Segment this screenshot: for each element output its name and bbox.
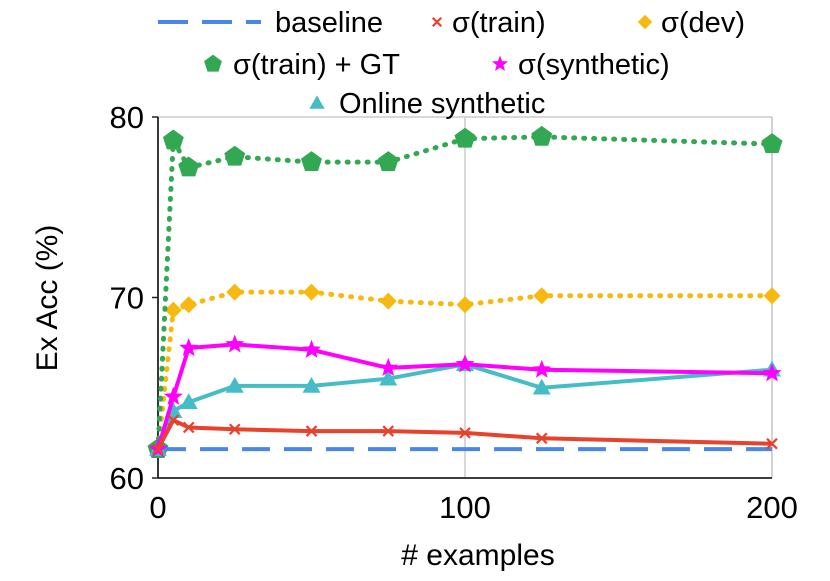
line-train-gt: [155, 134, 775, 452]
legend-item-online-synthetic: Online synthetic: [309, 88, 545, 120]
point-train-gt-100: [454, 127, 476, 148]
point-train-gt-50: [301, 151, 322, 171]
x-tick-label-100: 100: [439, 490, 491, 525]
y-axis-label: Ex Acc (%): [31, 225, 64, 372]
point-online-synthetic-75: [379, 369, 398, 386]
y-tick-label-70: 70: [110, 281, 144, 316]
y-tick-label-60: 60: [110, 461, 144, 496]
x-axis-label: # examples: [401, 539, 554, 572]
point-train-gt-25: [224, 145, 246, 166]
point-train-100: [459, 427, 471, 439]
point-dev-100: [456, 296, 474, 314]
point-synthetic-125: [532, 359, 552, 378]
x-tick-label-200: 200: [746, 490, 798, 525]
point-train-gt-75: [377, 151, 399, 171]
tick-labels: 60 70 80 0 100 200: [110, 100, 798, 525]
point-dev-125: [533, 287, 551, 305]
series-group: [147, 125, 783, 458]
point-train-5: [167, 414, 180, 427]
point-synthetic-75: [378, 357, 398, 376]
point-dev-50: [303, 283, 320, 301]
legend-label-baseline: baseline: [275, 7, 383, 39]
legend-item-train-gt: σ(train) + GT: [204, 49, 400, 81]
point-online-synthetic-25: [225, 376, 244, 393]
point-synthetic-25: [225, 334, 245, 353]
point-train-50: [305, 425, 318, 437]
legend-label-online-synthetic: Online synthetic: [339, 88, 545, 120]
point-dev-10: [180, 296, 198, 314]
legend-item-baseline: baseline: [158, 7, 383, 39]
legend-swatch-train: [431, 16, 443, 28]
point-online-synthetic-125: [532, 378, 551, 395]
point-online-synthetic-10: [179, 393, 198, 409]
legend-swatch-dev: [637, 14, 653, 30]
legend-label-synthetic: σ(synthetic): [518, 49, 670, 81]
point-synthetic-200: [762, 363, 782, 382]
y-tick-label-80: 80: [110, 100, 144, 135]
point-synthetic-10: [179, 338, 199, 357]
series-train: [152, 414, 778, 455]
point-synthetic-5: [163, 386, 183, 405]
point-dev-200: [763, 287, 781, 305]
point-train-75: [382, 425, 395, 437]
legend: baseline σ(train) σ(dev) σ(train) + GT σ(syn…: [158, 7, 745, 120]
legend-label-dev: σ(dev): [661, 7, 745, 39]
point-train-200: [766, 437, 778, 450]
point-synthetic-100: [455, 354, 475, 373]
point-train-gt-5: [162, 129, 184, 150]
point-train-gt-200: [761, 133, 783, 153]
point-dev-75: [379, 292, 397, 310]
point-dev-25: [226, 283, 244, 301]
legend-swatch-train-gt: [204, 54, 222, 72]
legend-item-train: σ(train): [431, 7, 546, 39]
point-dev-5: [164, 301, 182, 319]
legend-item-dev: σ(dev): [637, 7, 745, 39]
legend-label-train: σ(train): [452, 7, 546, 39]
point-train-10: [182, 421, 195, 434]
legend-swatch-online-synthetic: [309, 95, 325, 109]
legend-swatch-synthetic: [491, 55, 509, 71]
point-train-0: [152, 443, 164, 455]
legend-label-train-gt: σ(train) + GT: [233, 49, 400, 81]
point-online-synthetic-50: [302, 376, 321, 393]
point-train-gt-10: [178, 156, 200, 177]
point-synthetic-50: [302, 339, 321, 358]
legend-item-synthetic: σ(synthetic): [491, 49, 670, 81]
point-train-25: [228, 423, 241, 436]
x-tick-label-0: 0: [149, 490, 166, 525]
point-train-gt-125: [531, 125, 553, 146]
point-train-125: [535, 432, 548, 445]
